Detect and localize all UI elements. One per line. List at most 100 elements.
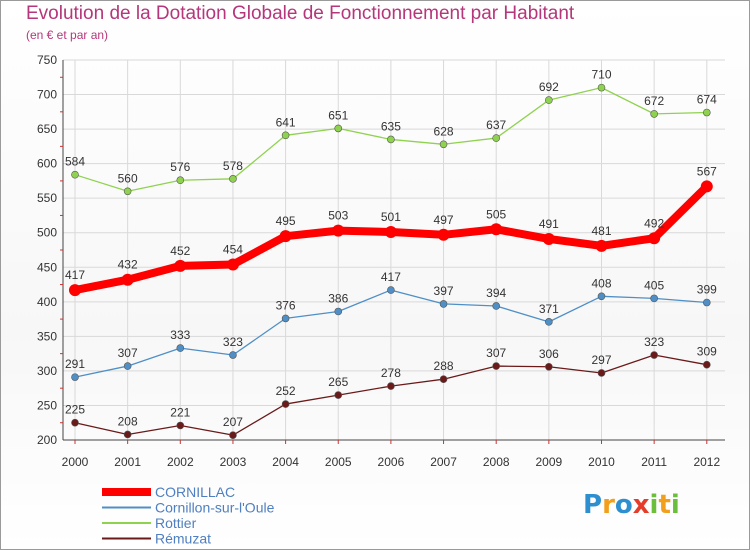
x-tick-label: 2000 [62,455,89,469]
y-tick-label: 300 [37,364,57,378]
chart-title: Evolution de la Dotation Globale de Fonc… [26,3,575,24]
data-label-cornillac: 497 [434,213,454,227]
data-label-cornillon-sur-l-oule: 399 [697,283,717,297]
data-label-rottier: 578 [223,159,243,173]
data-label-cornillon-sur-l-oule: 307 [118,346,138,360]
data-label-cornillon-sur-l-oule: 417 [381,270,401,284]
data-point-cornillon-sur-l-oule [334,307,343,316]
data-label-r-muzat: 306 [539,347,559,361]
data-label-r-muzat: 309 [697,345,717,359]
data-label-cornillac: 491 [539,217,559,231]
x-tick-label: 2006 [378,455,405,469]
data-point-rottier [439,140,448,149]
logo-letter: t [658,490,671,520]
data-point-r-muzat [702,360,711,369]
axes [60,60,725,444]
data-label-r-muzat: 288 [434,359,454,373]
legend-label: Rottier [155,515,197,531]
data-label-rottier: 635 [381,119,401,133]
data-point-cornillon-sur-l-oule [281,314,290,323]
data-point-cornillac [437,228,450,241]
data-point-rottier [281,131,290,140]
data-point-cornillac [648,232,661,245]
data-label-rottier: 692 [539,80,559,94]
x-tick-label: 2005 [325,455,352,469]
data-point-cornillon-sur-l-oule [650,294,658,303]
data-label-cornillac: 501 [381,210,401,224]
data-label-rottier: 560 [118,171,138,185]
y-tick-label: 350 [37,329,57,343]
data-label-r-muzat: 278 [381,366,401,380]
data-point-rottier [387,135,395,144]
data-point-r-muzat [387,382,395,390]
data-label-cornillon-sur-l-oule: 386 [328,291,348,305]
data-point-cornillac [279,230,292,243]
proxiti-logo: Proxiti [583,490,680,520]
data-label-rottier: 637 [486,118,506,132]
data-label-cornillac: 417 [65,268,85,282]
logo-letter: r [602,490,615,520]
data-label-cornillon-sur-l-oule: 405 [644,278,664,292]
data-label-rottier: 584 [65,155,85,169]
logo-letter: o [614,490,633,520]
data-point-cornillon-sur-l-oule [229,351,237,359]
data-labels: 584 560 576 578 641 651 635 628 637 692 710 672 674 2… [65,68,717,430]
y-tick-label: 700 [37,88,57,102]
x-tick-label: 2002 [167,455,194,469]
data-label-r-muzat: 208 [118,414,138,428]
x-tick-label: 2009 [535,455,562,469]
y-tick-label: 750 [37,53,57,67]
data-label-rottier: 628 [434,124,454,138]
logo-letter: x [632,490,650,520]
data-label-cornillon-sur-l-oule: 333 [170,328,190,342]
chart-subtitle: (en € et par an) [26,28,109,42]
data-point-rottier [492,134,501,142]
grid-lines [63,59,725,441]
data-label-cornillon-sur-l-oule: 408 [591,276,611,290]
y-tick-label: 200 [37,433,57,447]
data-point-cornillac [384,226,397,239]
data-label-cornillac: 495 [276,214,296,228]
data-label-cornillac: 481 [591,224,611,238]
data-point-cornillon-sur-l-oule [439,300,448,308]
tick-labels: 200 250 300 350 400 450 500 550 600 650 700 750 2000… [37,53,721,469]
x-tick-label: 2011 [641,455,667,469]
x-tick-label: 2010 [588,455,615,469]
data-point-rottier [545,96,553,104]
data-point-cornillon-sur-l-oule [492,302,501,310]
data-point-cornillac [69,284,81,297]
data-label-r-muzat: 252 [276,384,296,398]
data-label-cornillon-sur-l-oule: 376 [276,298,296,312]
data-point-cornillon-sur-l-oule [71,373,79,381]
legend-label: Rémuzat [155,531,211,547]
data-point-cornillac [542,232,555,245]
data-point-r-muzat [597,369,606,377]
data-label-cornillon-sur-l-oule: 371 [539,302,559,316]
data-label-r-muzat: 297 [591,353,611,367]
data-label-r-muzat: 225 [65,403,85,417]
data-label-rottier: 672 [644,94,664,108]
data-point-cornillon-sur-l-oule [702,298,711,307]
logo-letter: P [583,490,603,520]
data-point-r-muzat [545,362,553,371]
y-tick-label: 650 [37,122,57,136]
data-point-cornillon-sur-l-oule [123,362,132,370]
data-label-r-muzat: 265 [328,375,348,389]
data-label-rottier: 651 [328,108,348,122]
logo-letter: i [649,490,659,520]
y-tick-label: 400 [37,295,57,309]
data-label-r-muzat: 307 [486,346,506,360]
data-point-cornillac [700,180,713,193]
y-tick-label: 550 [37,191,57,205]
y-tick-label: 600 [37,157,57,171]
data-point-r-muzat [334,391,343,399]
y-tick-label: 250 [37,398,57,412]
data-label-cornillac: 432 [118,258,138,272]
data-label-cornillac: 505 [486,207,506,221]
y-tick-label: 500 [37,226,57,240]
legend-label: CORNILLAC [155,484,235,500]
data-point-r-muzat [176,421,185,430]
y-tick-label: 450 [37,260,57,274]
data-point-r-muzat [123,430,132,439]
